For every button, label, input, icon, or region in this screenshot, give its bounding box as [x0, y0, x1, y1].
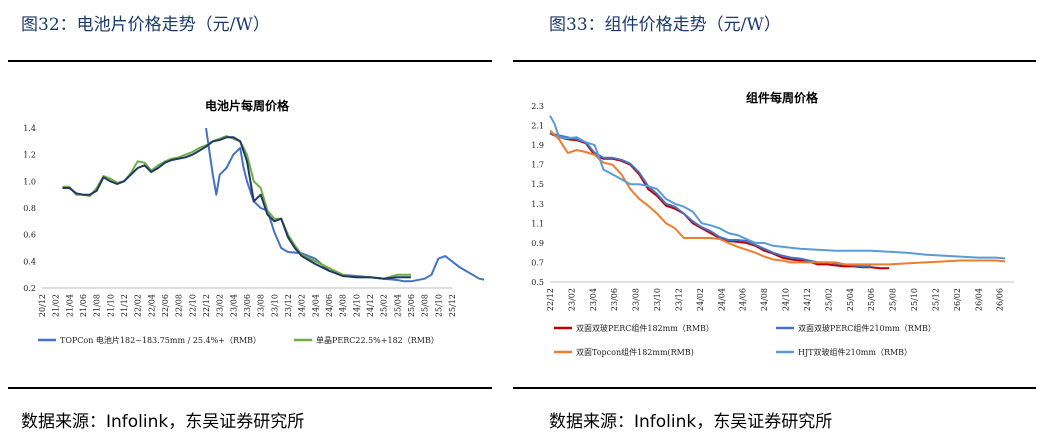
x-tick-label: 23/04 [589, 288, 598, 311]
x-tick-label: 21/04 [65, 294, 74, 317]
legend-label: 双面Topcon组件182mm(RMB) [576, 347, 694, 357]
series-line-0 [205, 127, 484, 283]
right-top-rule [513, 60, 1036, 62]
x-tick-label: 26/04 [974, 288, 983, 311]
y-tick-label: 0.9 [531, 239, 544, 248]
x-tick-label: 21/12 [120, 294, 129, 317]
x-tick-label: 24/08 [760, 288, 769, 311]
y-tick-label: 0.6 [23, 231, 36, 240]
x-tick-label: 23/08 [632, 288, 641, 311]
x-tick-label: 25/04 [393, 294, 402, 317]
x-tick-label: 24/02 [696, 288, 705, 311]
y-tick-label: 1.4 [23, 124, 36, 133]
x-tick-label: 24/04 [717, 288, 726, 311]
x-tick-label: 23/10 [653, 288, 662, 311]
chart-title: 组件每周价格 [746, 90, 819, 105]
x-tick-label: 24/04 [311, 294, 320, 317]
x-tick-label: 24/06 [739, 288, 748, 311]
y-tick-label: 1.2 [23, 151, 36, 160]
x-tick-label: 26/06 [996, 288, 1005, 311]
x-tick-label: 22/06 [161, 294, 170, 317]
x-tick-label: 24/12 [366, 294, 375, 317]
x-tick-label: 25/06 [867, 288, 876, 311]
x-tick-label: 23/02 [216, 294, 225, 317]
x-tick-label: 24/02 [298, 294, 307, 317]
x-tick-label: 25/08 [421, 294, 430, 317]
left-bottom-rule [8, 387, 492, 389]
x-tick-label: 22/10 [188, 294, 197, 317]
legend-label: TOPCon 电池片182~183.75mm / 25.4%+（RMB） [60, 335, 261, 345]
y-tick-label: 1.5 [531, 180, 544, 189]
x-tick-label: 22/12 [202, 294, 211, 317]
x-tick-label: 24/10 [352, 294, 361, 317]
legend-label: HJT双玻组件210mm（RMB） [798, 347, 912, 357]
x-tick-label: 24/12 [803, 288, 812, 311]
x-tick-label: 23/06 [610, 288, 619, 311]
x-tick-label: 22/02 [134, 294, 143, 317]
series-line-1 [62, 135, 411, 280]
y-tick-label: 2.1 [531, 122, 544, 131]
y-tick-label: 0.5 [531, 278, 544, 287]
right-figure-title: 图33：组件价格走势（元/W） [549, 15, 781, 35]
x-tick-label: 23/12 [674, 288, 683, 311]
y-tick-label: 2.3 [531, 102, 544, 111]
x-tick-label: 25/06 [407, 294, 416, 317]
x-tick-label: 24/08 [339, 294, 348, 317]
y-tick-label: 0.8 [23, 204, 36, 213]
y-tick-label: 1.7 [531, 161, 544, 170]
x-tick-label: 25/08 [889, 288, 898, 311]
x-tick-label: 23/06 [243, 294, 252, 317]
x-tick-label: 25/04 [846, 288, 855, 311]
x-tick-label: 23/04 [229, 294, 238, 317]
x-tick-label: 26/02 [953, 288, 962, 311]
chart-title: 电池片每周价格 [205, 98, 290, 113]
x-tick-label: 21/02 [52, 294, 61, 317]
x-tick-label: 25/10 [910, 288, 919, 311]
x-tick-label: 20/12 [38, 294, 47, 317]
y-tick-label: 0.2 [23, 284, 36, 293]
y-tick-label: 0.4 [23, 257, 36, 266]
y-tick-label: 1.9 [531, 141, 544, 150]
series-line-2 [62, 136, 411, 280]
right-source-note: 数据来源：Infolink，东吴证券研究所 [549, 412, 833, 432]
x-tick-label: 23/10 [270, 294, 279, 317]
battery-cell-price-chart: 电池片每周价格 0.2 0.4 0.6 0.8 1.0 1.2 1.4 20/12 21/02 21… [23, 98, 484, 345]
series-line-0 [549, 132, 890, 270]
series-line-2 [549, 129, 1006, 266]
series-line-3 [549, 115, 1006, 260]
x-tick-label: 23/12 [284, 294, 293, 317]
y-tick-label: 0.7 [531, 258, 544, 267]
x-tick-label: 25/12 [448, 294, 457, 317]
y-tick-label: 1.0 [23, 177, 36, 186]
x-tick-label: 22/12 [546, 288, 555, 311]
legend-label: 单晶PERC22.5%+182（RMB） [316, 335, 439, 345]
x-tick-label: 22/04 [147, 294, 156, 317]
left-figure-title: 图32：电池片价格走势（元/W） [21, 15, 270, 35]
x-tick-label: 23/08 [257, 294, 266, 317]
x-tick-label: 25/10 [434, 294, 443, 317]
left-top-rule [8, 60, 492, 62]
left-source-note: 数据来源：Infolink，东吴证券研究所 [21, 412, 305, 432]
x-tick-label: 24/10 [782, 288, 791, 311]
x-tick-label: 21/08 [93, 294, 102, 317]
x-tick-label: 25/02 [824, 288, 833, 311]
y-tick-label: 1.3 [531, 200, 544, 209]
x-tick-label: 21/06 [79, 294, 88, 317]
x-tick-label: 23/02 [567, 288, 576, 311]
module-price-chart: 组件每周价格 0.5 0.7 0.9 1.1 1.3 1.5 1.7 1.9 2.1 2.3 22/1… [531, 90, 1014, 357]
x-tick-label: 22/08 [175, 294, 184, 317]
x-tick-label: 25/12 [931, 288, 940, 311]
x-tick-label: 24/06 [325, 294, 334, 317]
right-bottom-rule [513, 387, 1036, 389]
legend-label: 双面双玻PERC组件210mm（RMB） [798, 323, 936, 333]
legend-label: 双面双玻PERC组件182mm（RMB） [576, 323, 714, 333]
y-tick-label: 1.1 [531, 219, 544, 228]
x-tick-label: 21/10 [106, 294, 115, 317]
x-tick-label: 25/02 [380, 294, 389, 317]
